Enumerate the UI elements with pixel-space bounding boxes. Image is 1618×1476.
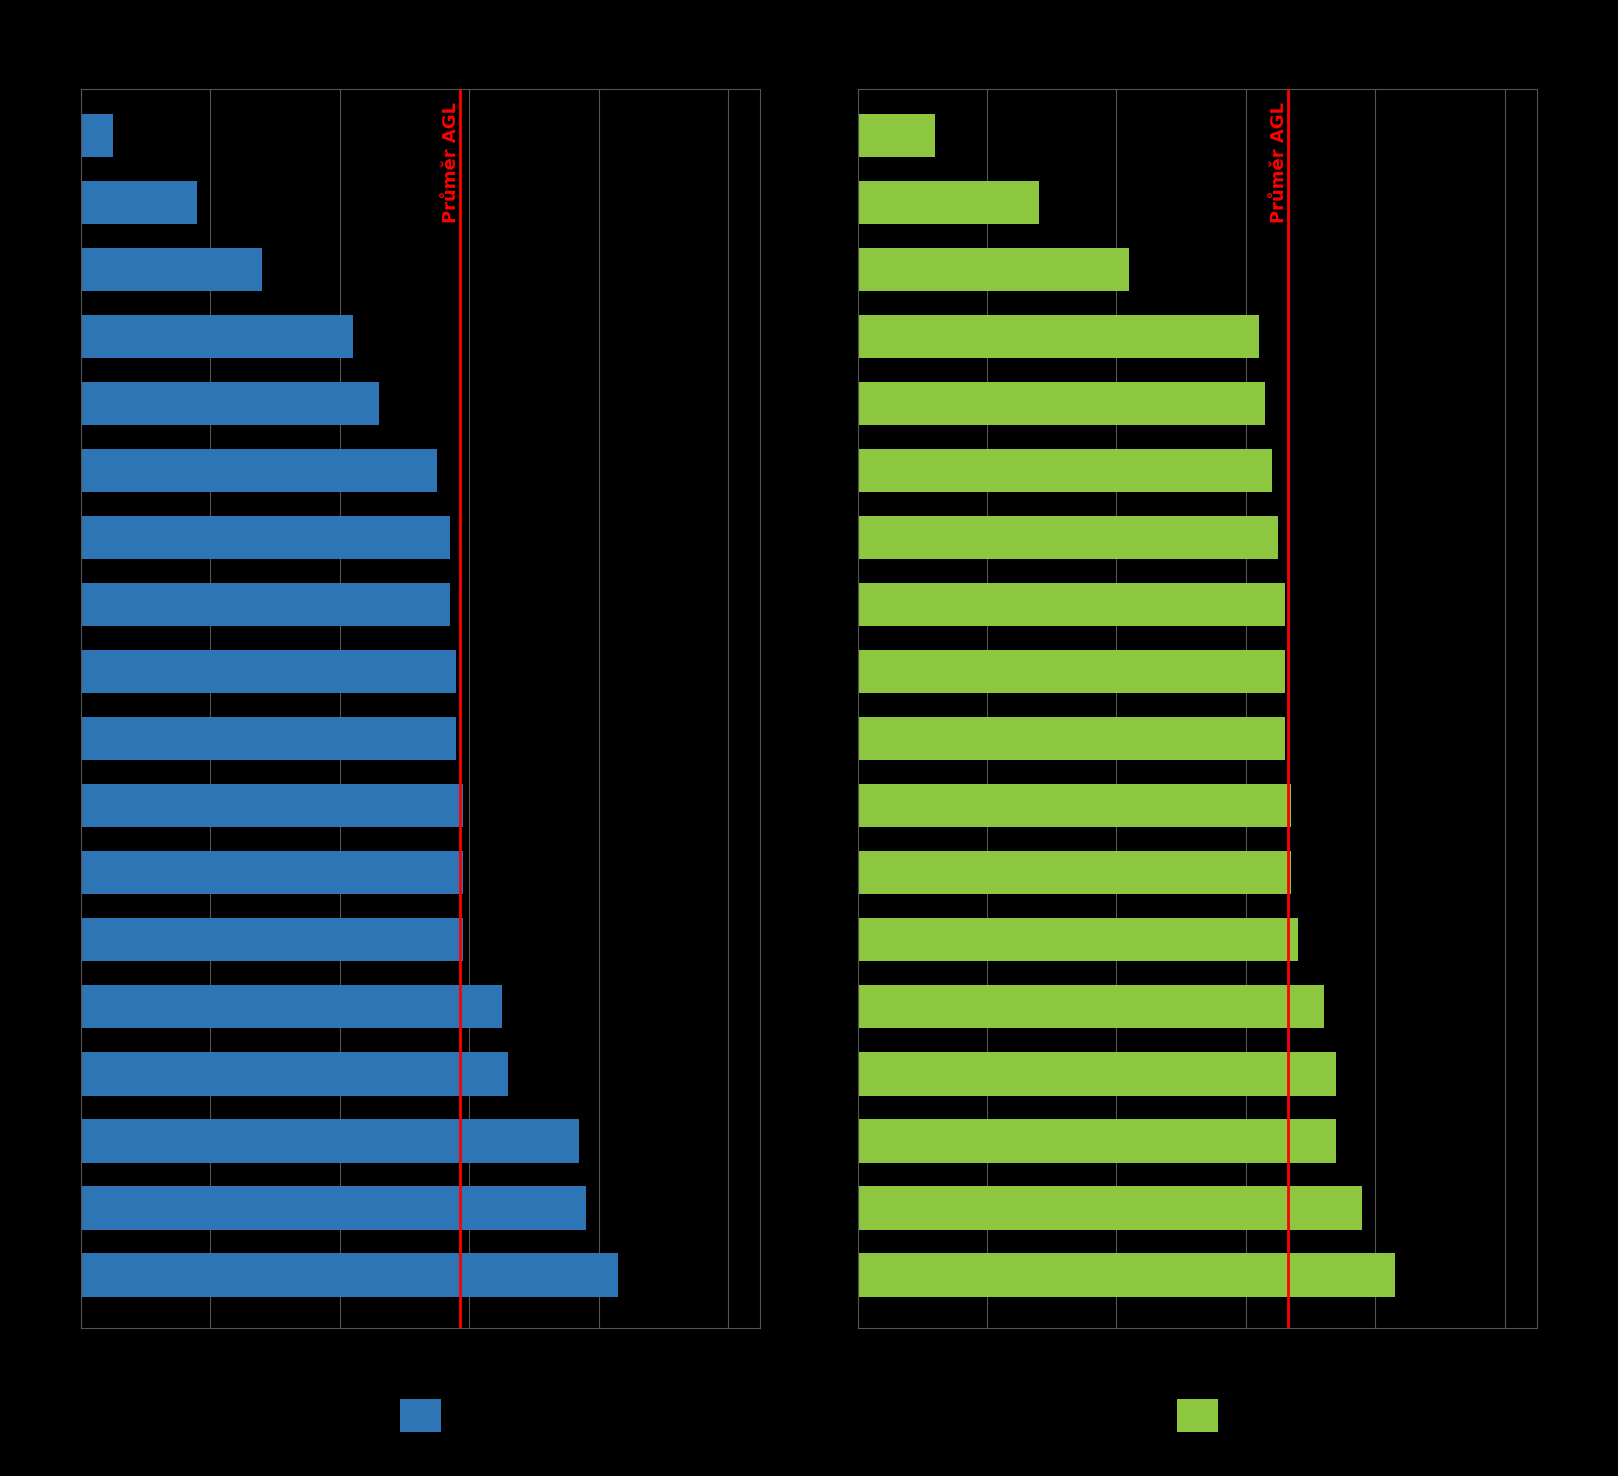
Bar <box>858 1119 1336 1163</box>
Bar <box>81 583 450 626</box>
Bar <box>858 248 1129 291</box>
Bar <box>858 1253 1395 1296</box>
Bar <box>858 649 1285 694</box>
Bar <box>81 515 450 559</box>
Bar <box>858 449 1272 493</box>
Bar <box>858 314 1259 359</box>
Bar <box>81 449 437 493</box>
Bar <box>858 382 1265 425</box>
Bar <box>858 515 1278 559</box>
Bar <box>858 984 1324 1029</box>
Bar <box>858 850 1291 894</box>
Bar <box>81 784 463 828</box>
Bar <box>858 1052 1336 1095</box>
Text: Průměr AGL: Průměr AGL <box>442 102 460 223</box>
Bar <box>81 114 113 158</box>
Bar <box>81 1187 586 1230</box>
Bar <box>81 918 463 961</box>
Bar <box>858 114 935 158</box>
Bar <box>81 984 502 1029</box>
Text: Průměr AGL: Průměr AGL <box>1270 102 1288 223</box>
Bar <box>858 784 1291 828</box>
Bar <box>81 248 262 291</box>
Bar <box>81 850 463 894</box>
Bar <box>81 314 353 359</box>
Bar <box>858 180 1039 224</box>
Bar <box>81 1052 508 1095</box>
Bar <box>858 583 1285 626</box>
Bar <box>81 1253 618 1296</box>
Bar <box>858 918 1298 961</box>
Bar <box>858 1187 1362 1230</box>
Bar <box>858 717 1285 760</box>
Bar <box>81 649 456 694</box>
Bar <box>81 1119 579 1163</box>
Bar <box>81 382 379 425</box>
Bar <box>81 180 197 224</box>
Bar <box>81 717 456 760</box>
